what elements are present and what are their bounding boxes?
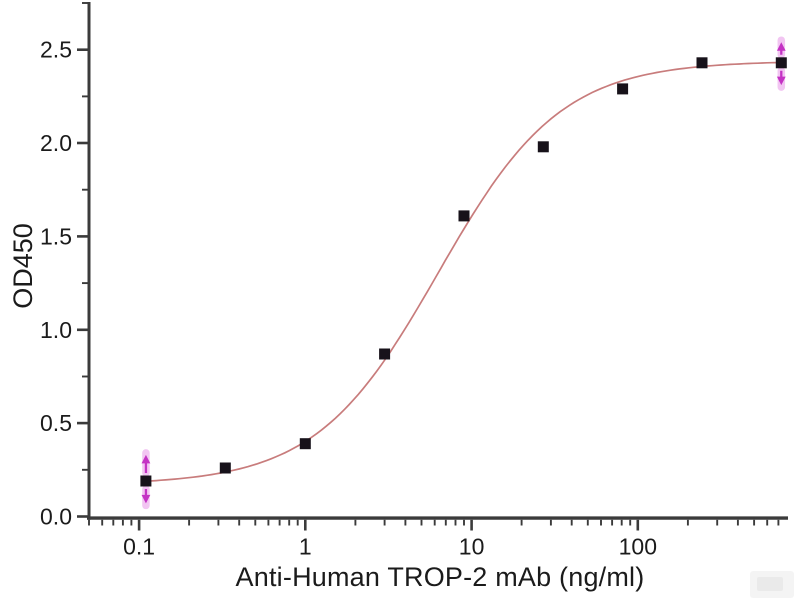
svg-text:0.1: 0.1 [123,534,155,560]
svg-text:1: 1 [299,534,312,560]
data-points [140,57,787,487]
y-axis-label: OD450 [8,223,38,309]
svg-text:1.0: 1.0 [40,317,72,343]
y-minor-ticks [82,2,88,471]
x-major-ticks: 0.1 1 10 100 [123,519,657,560]
watermark [750,571,794,598]
error-bars [141,36,786,510]
x-axis-label: Anti-Human TROP-2 mAb (ng/ml) [235,562,645,592]
axes [87,2,788,520]
svg-text:2.0: 2.0 [40,130,72,156]
x-minor-ticks [88,519,780,526]
svg-text:100: 100 [619,534,657,560]
svg-text:10: 10 [459,534,485,560]
fit-curve [142,61,786,483]
y-major-ticks: 0.0 0.5 1.0 1.5 2.0 2.5 [40,37,88,530]
svg-text:2.5: 2.5 [40,37,72,63]
svg-text:1.5: 1.5 [40,223,72,249]
svg-text:0.0: 0.0 [40,504,72,530]
svg-text:0.5: 0.5 [40,410,72,436]
